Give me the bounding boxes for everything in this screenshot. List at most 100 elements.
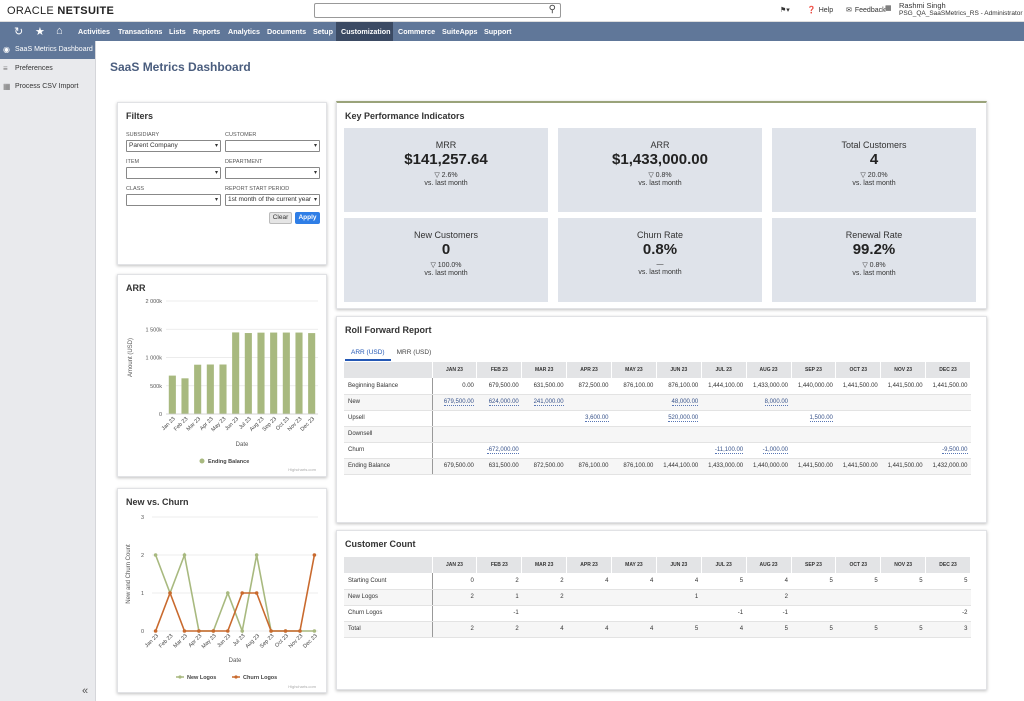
drilldown-link[interactable]: -9,500.00 (925, 442, 971, 459)
data-point[interactable] (153, 553, 158, 557)
cell-value[interactable]: 679,500.00 (443, 399, 474, 406)
bar[interactable] (257, 332, 265, 414)
data-point[interactable] (240, 629, 245, 633)
table-cell: 5 (701, 573, 747, 590)
bar[interactable] (168, 375, 176, 414)
data-point[interactable] (211, 629, 216, 633)
cell-value[interactable]: -1,000.00 (762, 447, 788, 454)
bar[interactable] (194, 364, 202, 414)
kpi-value: $1,433,000.00 (612, 151, 708, 168)
bar[interactable] (206, 364, 214, 414)
netsuite-logo[interactable]: ORACLE NETSUITE (7, 5, 115, 17)
drilldown-link[interactable]: 520,000.00 (656, 410, 702, 427)
data-point[interactable] (225, 629, 230, 633)
bar[interactable] (308, 333, 316, 414)
bar[interactable] (219, 364, 227, 414)
cell-value[interactable]: 241,000.00 (533, 399, 564, 406)
drilldown-link[interactable]: 48,000.00 (656, 394, 702, 411)
cell-value[interactable]: 520,000.00 (668, 415, 699, 422)
data-point[interactable] (153, 629, 158, 633)
nav-support[interactable]: Support (484, 27, 512, 36)
main-content: SaaS Metrics Dashboard Filters SUBSIDIAR… (96, 41, 1024, 701)
data-point[interactable] (225, 591, 230, 595)
nav-suiteapps[interactable]: SuiteApps (442, 27, 478, 36)
data-point[interactable] (182, 553, 187, 557)
class-label: CLASS (126, 186, 145, 192)
global-search-input[interactable]: ⚲ (314, 3, 561, 18)
bar[interactable] (282, 332, 290, 414)
class-select[interactable]: ▾ (126, 194, 221, 206)
data-point[interactable] (269, 629, 273, 633)
user-avatar-icon[interactable]: ▦ (885, 5, 892, 12)
report-start-period-select[interactable]: 1st month of the current year ▾ (225, 194, 320, 206)
item-select[interactable]: ▾ (126, 167, 221, 179)
nav-customization[interactable]: Customization (336, 22, 393, 41)
table-cell: 2 (521, 573, 567, 590)
customer-select[interactable]: ▾ (225, 140, 320, 152)
help-link[interactable]: ❓ Help (807, 6, 834, 15)
user-menu[interactable]: Rashmi Singh PSG_QA_SaaSMetrics_RS - Adm… (899, 2, 1023, 18)
tab-mrr-usd[interactable]: MRR (USD) (396, 349, 432, 356)
data-point[interactable] (168, 591, 172, 595)
sidebar-item-saas-metrics-dashboard[interactable]: ◉ SaaS Metrics Dashboard (0, 41, 95, 59)
legend-item[interactable]: Ending Balance (208, 459, 249, 465)
table-cell: 4 (656, 573, 702, 590)
sidebar-item-process-csv-import[interactable]: ▦ Process CSV Import (0, 78, 95, 96)
bar[interactable] (295, 332, 303, 414)
legend-item[interactable]: Churn Logos (243, 675, 277, 681)
legend-item[interactable]: New Logos (187, 675, 216, 681)
star-icon[interactable]: ★ (35, 26, 45, 38)
drilldown-link[interactable]: 624,000.00 (476, 394, 522, 411)
apply-button[interactable]: Apply (295, 212, 320, 224)
data-point[interactable] (254, 553, 259, 557)
cell-value[interactable]: -11,100.00 (714, 447, 744, 454)
nav-reports[interactable]: Reports (193, 27, 221, 36)
department-select[interactable]: ▾ (225, 167, 320, 179)
sidebar-item-preferences[interactable]: ≡ Preferences (0, 60, 95, 78)
tab-arr-usd[interactable]: ARR (USD) (345, 347, 391, 361)
bar[interactable] (181, 378, 189, 414)
cell-value[interactable]: 624,000.00 (488, 399, 519, 406)
search-icon[interactable]: ⚲ (548, 4, 556, 15)
nav-documents[interactable]: Documents (267, 27, 307, 36)
drilldown-link[interactable]: 241,000.00 (521, 394, 567, 411)
nav-lists[interactable]: Lists (169, 27, 186, 36)
data-point[interactable] (182, 629, 187, 633)
recent-records-icon[interactable]: ⚑▾ (780, 7, 790, 14)
cell-value[interactable]: 3,600.00 (585, 415, 609, 422)
data-point[interactable] (312, 553, 317, 557)
drilldown-link[interactable]: -1,000.00 (746, 442, 791, 459)
data-point[interactable] (298, 629, 302, 633)
cell-value[interactable]: 1,500.00 (809, 415, 833, 422)
clear-button[interactable]: Clear (269, 212, 292, 224)
subsidiary-select[interactable]: Parent Company ▾ (126, 140, 221, 152)
recent-icon[interactable]: ↻ (14, 26, 24, 38)
data-point[interactable] (254, 591, 259, 595)
feedback-link[interactable]: ✉ Feedback (846, 6, 886, 15)
cell-value[interactable]: 8,000.00 (764, 399, 788, 406)
cell-value[interactable]: -9,500.00 (942, 447, 968, 454)
home-icon[interactable]: ⌂ (56, 25, 63, 37)
data-point[interactable] (283, 629, 288, 633)
bar[interactable] (244, 333, 252, 414)
data-point[interactable] (197, 629, 201, 633)
drilldown-link[interactable]: 679,500.00 (432, 394, 477, 411)
cell-value[interactable]: 48,000.00 (671, 399, 699, 406)
bar[interactable] (270, 332, 278, 414)
collapse-sidebar-icon[interactable]: « (82, 685, 89, 697)
data-point[interactable] (240, 591, 245, 595)
nav-activities[interactable]: Activities (78, 27, 110, 36)
drilldown-link[interactable]: 8,000.00 (746, 394, 791, 411)
nav-commerce[interactable]: Commerce (398, 27, 436, 36)
drilldown-link[interactable]: 1,500.00 (791, 410, 836, 427)
drilldown-link[interactable]: -11,100.00 (701, 442, 747, 459)
nav-setup[interactable]: Setup (313, 27, 333, 36)
data-point[interactable] (312, 629, 317, 633)
drilldown-link[interactable]: 3,600.00 (566, 410, 612, 427)
cell-value[interactable]: -672,000.00 (486, 447, 519, 454)
x-tick-label: Mar 23 (186, 416, 202, 432)
bar[interactable] (232, 332, 240, 414)
nav-analytics[interactable]: Analytics (228, 27, 260, 36)
nav-transactions[interactable]: Transactions (118, 27, 163, 36)
drilldown-link[interactable]: -672,000.00 (476, 442, 522, 459)
